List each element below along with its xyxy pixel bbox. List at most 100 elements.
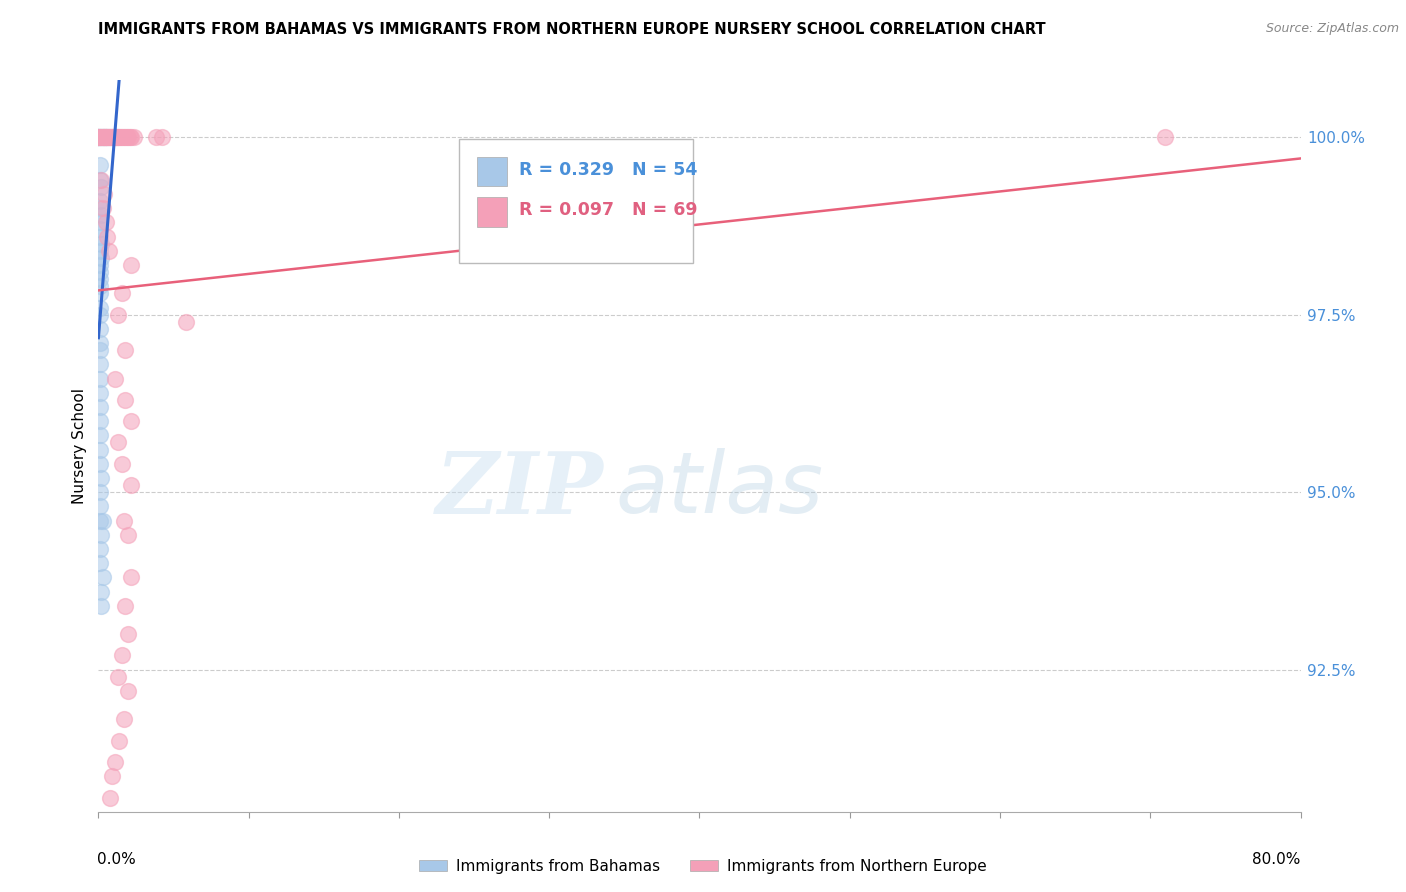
Point: [107, 670, 129, 684]
Point: [89, 336, 111, 351]
Point: [87, 130, 110, 145]
Point: [96, 229, 118, 244]
Point: [87, 130, 110, 145]
Text: ZIP: ZIP: [436, 448, 603, 532]
Point: [89, 194, 111, 208]
Point: [100, 130, 122, 145]
Point: [111, 648, 134, 663]
Point: [103, 130, 125, 145]
Point: [90, 208, 112, 222]
Point: [112, 514, 135, 528]
Point: [89, 159, 111, 173]
Point: [100, 130, 122, 145]
Point: [117, 627, 139, 641]
Bar: [477, 157, 508, 186]
Point: [89, 258, 111, 272]
Point: [1154, 130, 1177, 145]
Point: [91, 130, 114, 145]
Text: Source: ZipAtlas.com: Source: ZipAtlas.com: [1265, 22, 1399, 36]
Point: [89, 322, 111, 336]
Point: [89, 215, 111, 229]
Point: [94, 130, 117, 145]
Point: [89, 556, 111, 570]
Point: [89, 301, 111, 315]
Point: [89, 514, 111, 528]
Point: [89, 244, 111, 258]
Point: [89, 428, 111, 442]
Point: [97, 244, 120, 258]
Point: [121, 478, 143, 492]
Point: [101, 130, 124, 145]
Bar: [477, 197, 508, 227]
Point: [117, 130, 139, 145]
Point: [89, 130, 111, 145]
Point: [90, 130, 112, 145]
Point: [107, 130, 129, 145]
Point: [104, 755, 127, 769]
Point: [101, 769, 124, 783]
Point: [94, 130, 117, 145]
Text: R = 0.329   N = 54: R = 0.329 N = 54: [519, 161, 697, 179]
Point: [90, 172, 112, 186]
Text: IMMIGRANTS FROM BAHAMAS VS IMMIGRANTS FROM NORTHERN EUROPE NURSERY SCHOOL CORREL: IMMIGRANTS FROM BAHAMAS VS IMMIGRANTS FR…: [98, 22, 1046, 37]
Point: [93, 130, 115, 145]
Point: [111, 286, 134, 301]
Point: [90, 130, 112, 145]
Point: [150, 130, 173, 145]
Point: [105, 130, 128, 145]
Point: [89, 286, 111, 301]
Point: [89, 357, 111, 371]
Point: [90, 599, 112, 613]
Point: [91, 130, 114, 145]
Point: [104, 130, 127, 145]
Point: [89, 222, 111, 236]
Point: [107, 130, 129, 145]
Point: [89, 485, 111, 500]
Point: [121, 258, 143, 272]
Point: [121, 130, 143, 145]
Point: [89, 229, 111, 244]
Point: [104, 130, 127, 145]
Point: [94, 130, 117, 145]
Point: [89, 279, 111, 293]
Point: [117, 684, 139, 698]
Point: [89, 308, 111, 322]
Point: [100, 790, 122, 805]
Point: [93, 130, 115, 145]
Point: [101, 130, 124, 145]
Point: [174, 315, 197, 329]
Point: [93, 186, 115, 201]
Text: atlas: atlas: [616, 449, 824, 532]
Point: [89, 385, 111, 400]
Point: [89, 414, 111, 428]
Text: 80.0%: 80.0%: [1253, 852, 1301, 867]
Point: [91, 570, 114, 584]
Point: [114, 343, 136, 358]
Text: R = 0.097   N = 69: R = 0.097 N = 69: [519, 202, 697, 219]
Point: [110, 130, 132, 145]
Point: [87, 130, 110, 145]
Point: [112, 130, 135, 145]
Point: [93, 130, 115, 145]
Point: [107, 435, 129, 450]
Point: [89, 265, 111, 279]
Point: [89, 371, 111, 385]
Point: [90, 130, 112, 145]
Point: [87, 130, 110, 145]
Point: [108, 733, 131, 747]
Point: [124, 130, 146, 145]
Point: [90, 471, 112, 485]
Point: [97, 130, 120, 145]
Point: [89, 272, 111, 286]
Point: [91, 201, 114, 215]
Point: [90, 584, 112, 599]
Point: [118, 130, 141, 145]
Point: [121, 570, 143, 584]
Point: [121, 414, 143, 428]
Point: [117, 528, 139, 542]
Point: [90, 236, 112, 251]
Point: [104, 371, 127, 385]
Point: [96, 130, 118, 145]
Point: [105, 130, 128, 145]
Point: [114, 392, 136, 407]
